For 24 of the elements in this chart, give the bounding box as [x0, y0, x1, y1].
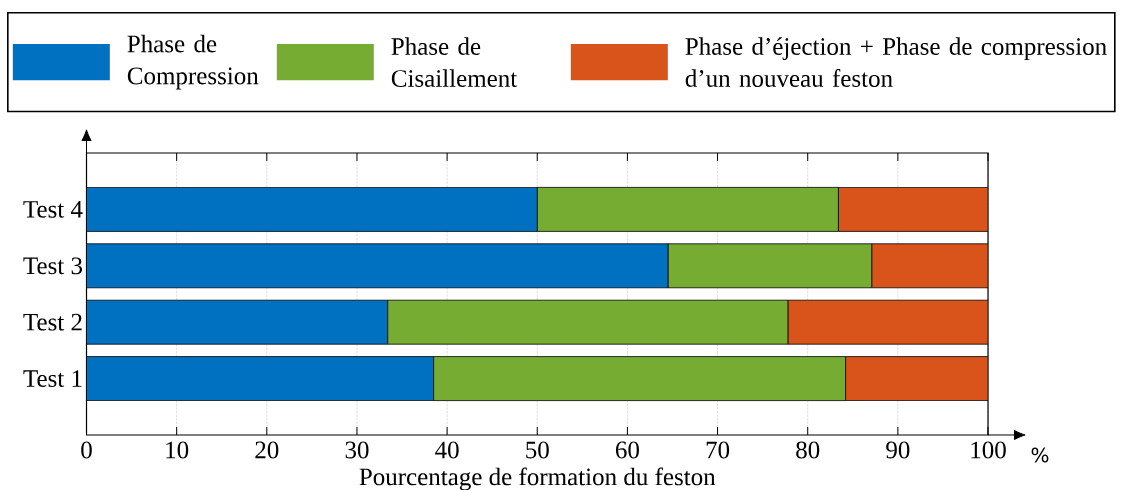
- legend-label: Phase de Compression: [127, 34, 259, 90]
- x-tick-label: 90: [886, 441, 910, 459]
- x-tick-label: 0: [81, 441, 92, 459]
- x-tick-label: 100: [971, 441, 1006, 459]
- x-tick-label: 80: [796, 441, 820, 459]
- x-tick-label: 40: [435, 441, 459, 459]
- legend-label: Phase de Cisaillement: [391, 37, 518, 87]
- bar: [86, 243, 669, 289]
- x-tick-label: 20: [255, 441, 279, 459]
- y-tick-label: Test 2: [23, 313, 82, 331]
- y-tick-label: Test 4: [23, 201, 83, 218]
- x-tick-label: 70: [706, 441, 730, 459]
- x-tick-label: 10: [166, 441, 189, 459]
- x-tick-label: 50: [526, 441, 549, 459]
- legend-label: Phase d’éjection + Phase de compression d’un nouveau feston: [685, 37, 1107, 87]
- bar: [86, 356, 434, 401]
- x-axis-title: Pourcentage de formation du feston: [359, 467, 716, 490]
- x-tick-label: 30: [345, 441, 369, 459]
- x-tick-label: 60: [615, 441, 639, 459]
- y-tick-label: Test 1: [23, 370, 82, 387]
- text: %: [1031, 447, 1049, 463]
- bar: [86, 187, 538, 232]
- y-tick-label: Test 3: [23, 257, 83, 275]
- bar: [86, 299, 389, 345]
